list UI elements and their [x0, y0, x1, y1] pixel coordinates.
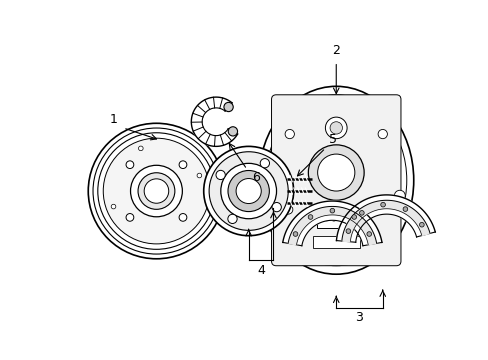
Polygon shape [282, 201, 381, 246]
Circle shape [293, 232, 297, 236]
Circle shape [329, 208, 334, 213]
Text: 2: 2 [332, 44, 340, 57]
Circle shape [283, 205, 292, 214]
Circle shape [329, 213, 337, 221]
Bar [312, 236, 359, 248]
Circle shape [317, 154, 354, 191]
Text: 4: 4 [257, 264, 264, 277]
Circle shape [138, 173, 175, 209]
Polygon shape [287, 206, 376, 245]
Circle shape [377, 130, 386, 139]
Circle shape [130, 165, 182, 217]
Polygon shape [191, 97, 237, 147]
Circle shape [203, 147, 293, 236]
Circle shape [111, 204, 116, 209]
Polygon shape [336, 195, 434, 242]
Circle shape [346, 229, 350, 233]
Circle shape [307, 215, 312, 219]
Circle shape [262, 190, 273, 201]
Circle shape [351, 215, 356, 219]
Circle shape [209, 152, 287, 230]
Circle shape [93, 128, 220, 254]
Circle shape [227, 171, 269, 212]
Circle shape [308, 145, 364, 200]
Circle shape [103, 138, 209, 244]
Circle shape [322, 213, 329, 221]
Circle shape [126, 213, 134, 221]
Circle shape [144, 179, 168, 203]
Circle shape [224, 102, 233, 112]
Circle shape [329, 122, 342, 134]
Circle shape [227, 214, 237, 224]
Polygon shape [341, 200, 429, 242]
Ellipse shape [265, 95, 406, 266]
Circle shape [380, 202, 385, 207]
Circle shape [138, 146, 143, 151]
Circle shape [179, 161, 186, 168]
Circle shape [221, 163, 276, 219]
Circle shape [126, 161, 134, 168]
Circle shape [402, 207, 407, 211]
Circle shape [179, 213, 186, 221]
Text: 1: 1 [110, 113, 118, 126]
Circle shape [271, 202, 281, 212]
Circle shape [260, 158, 269, 168]
Circle shape [216, 170, 225, 180]
Circle shape [359, 211, 364, 215]
Text: 5: 5 [328, 133, 336, 147]
Circle shape [379, 205, 388, 214]
Circle shape [325, 117, 346, 139]
Circle shape [419, 222, 423, 227]
Circle shape [393, 190, 405, 201]
Circle shape [197, 173, 202, 178]
Circle shape [228, 127, 237, 136]
Circle shape [88, 123, 224, 259]
Bar [316, 206, 350, 228]
Ellipse shape [258, 86, 413, 274]
FancyBboxPatch shape [271, 95, 400, 266]
Text: 6: 6 [251, 171, 259, 184]
Text: 3: 3 [355, 311, 363, 324]
Circle shape [236, 179, 261, 203]
Circle shape [337, 213, 345, 221]
Circle shape [98, 133, 215, 249]
Circle shape [366, 232, 371, 236]
Circle shape [285, 130, 294, 139]
